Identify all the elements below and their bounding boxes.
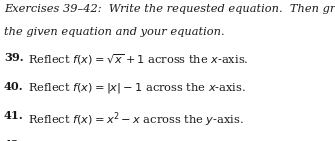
Text: Reflect $f(x) = \sqrt{x} + 1$ across the $x$-axis.: Reflect $f(x) = \sqrt{x} + 1$ across the… (28, 52, 249, 67)
Text: 39.: 39. (4, 52, 24, 63)
Text: the given equation and your equation.: the given equation and your equation. (4, 27, 225, 38)
Text: 40.: 40. (4, 81, 24, 92)
Text: Reflect $f(x) = |x| - 1$ across the $x$-axis.: Reflect $f(x) = |x| - 1$ across the $x$-… (28, 81, 247, 95)
Text: Reflect $f(x) = x^2 - x$ across the $y$-axis.: Reflect $f(x) = x^2 - x$ across the $y$-… (28, 110, 244, 129)
Text: 41.: 41. (4, 110, 24, 121)
Text: 42.: 42. (4, 139, 24, 141)
Text: Exercises 39–42:  Write the requested equation.  Then graph: Exercises 39–42: Write the requested equ… (4, 4, 335, 14)
Text: Reflect $f(x) = \sqrt{-x + 1}$ across the $y$-axis.: Reflect $f(x) = \sqrt{-x + 1}$ across th… (28, 139, 258, 141)
